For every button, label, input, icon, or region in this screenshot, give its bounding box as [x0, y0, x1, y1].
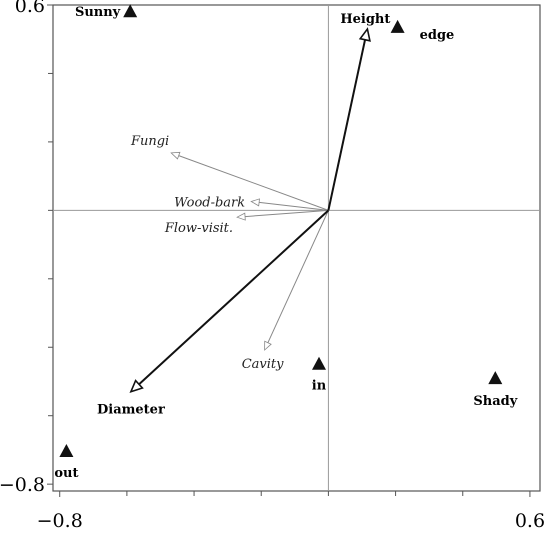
species-wood-bark-arrow-head: [250, 198, 260, 207]
env-diameter-arrow-shaft: [138, 209, 330, 386]
site-out-marker: [59, 444, 74, 457]
species-cavity-arrow-head: [264, 340, 272, 351]
site-out-label: out: [54, 466, 78, 481]
env-height-arrow-head: [358, 27, 371, 42]
zero-lines: [53, 5, 540, 491]
species-flow-visit: Flow-visit.: [164, 209, 329, 236]
species-flow-visit-arrow-head: [236, 212, 246, 221]
species-flow-visit-arrow-shaft: [244, 209, 329, 218]
x-tick-label: 0.6: [515, 510, 545, 532]
species-wood-bark: Wood-bark: [174, 195, 329, 211]
site-points: Sunny edge in Shady out: [54, 4, 518, 481]
site-edge-marker: [390, 19, 405, 33]
y-tick-label: −0.8: [0, 474, 45, 496]
site-in-marker: [312, 356, 326, 370]
env-diameter: Diameter: [97, 209, 330, 418]
site-in: in: [312, 356, 327, 394]
species-cavity-arrow-shaft: [267, 210, 329, 343]
site-in-label: in: [312, 379, 327, 394]
env-height-label: Height: [340, 12, 390, 27]
site-shady-marker: [488, 371, 503, 385]
species-wood-bark-label: Wood-bark: [174, 195, 245, 210]
site-sunny: Sunny: [75, 4, 138, 20]
plot-frame: [52, 4, 541, 492]
x-tick-label: −0.8: [37, 510, 83, 532]
env-height-arrow-shaft: [327, 39, 367, 211]
species-cavity: Cavity: [242, 210, 329, 372]
axis-ticks: −0.8 0.6 0.6 −0.8: [0, 0, 545, 532]
species-fungi-arrow-head: [170, 151, 181, 160]
species-wood-bark-arrow-shaft: [259, 201, 329, 211]
env-diameter-label: Diameter: [97, 403, 165, 418]
species-cavity-label: Cavity: [242, 357, 284, 372]
site-sunny-marker: [123, 4, 138, 18]
site-edge-label: edge: [420, 28, 455, 43]
species-fungi: Fungi: [130, 134, 329, 211]
site-sunny-label: Sunny: [75, 5, 121, 20]
species-vectors: Fungi Wood-bark Flow-visit. Cavity: [130, 134, 329, 372]
site-edge: edge: [390, 19, 455, 43]
env-diameter-arrow-head: [129, 379, 144, 393]
env-height: Height: [327, 12, 390, 211]
site-shady: Shady: [473, 371, 518, 409]
site-out: out: [54, 444, 79, 481]
species-flow-visit-label: Flow-visit.: [164, 221, 233, 236]
environmental-vectors: Height Diameter: [97, 12, 390, 418]
site-shady-label: Shady: [473, 394, 517, 409]
y-tick-label: 0.6: [15, 0, 45, 17]
species-fungi-label: Fungi: [130, 134, 169, 149]
species-fungi-arrow-shaft: [178, 155, 329, 211]
